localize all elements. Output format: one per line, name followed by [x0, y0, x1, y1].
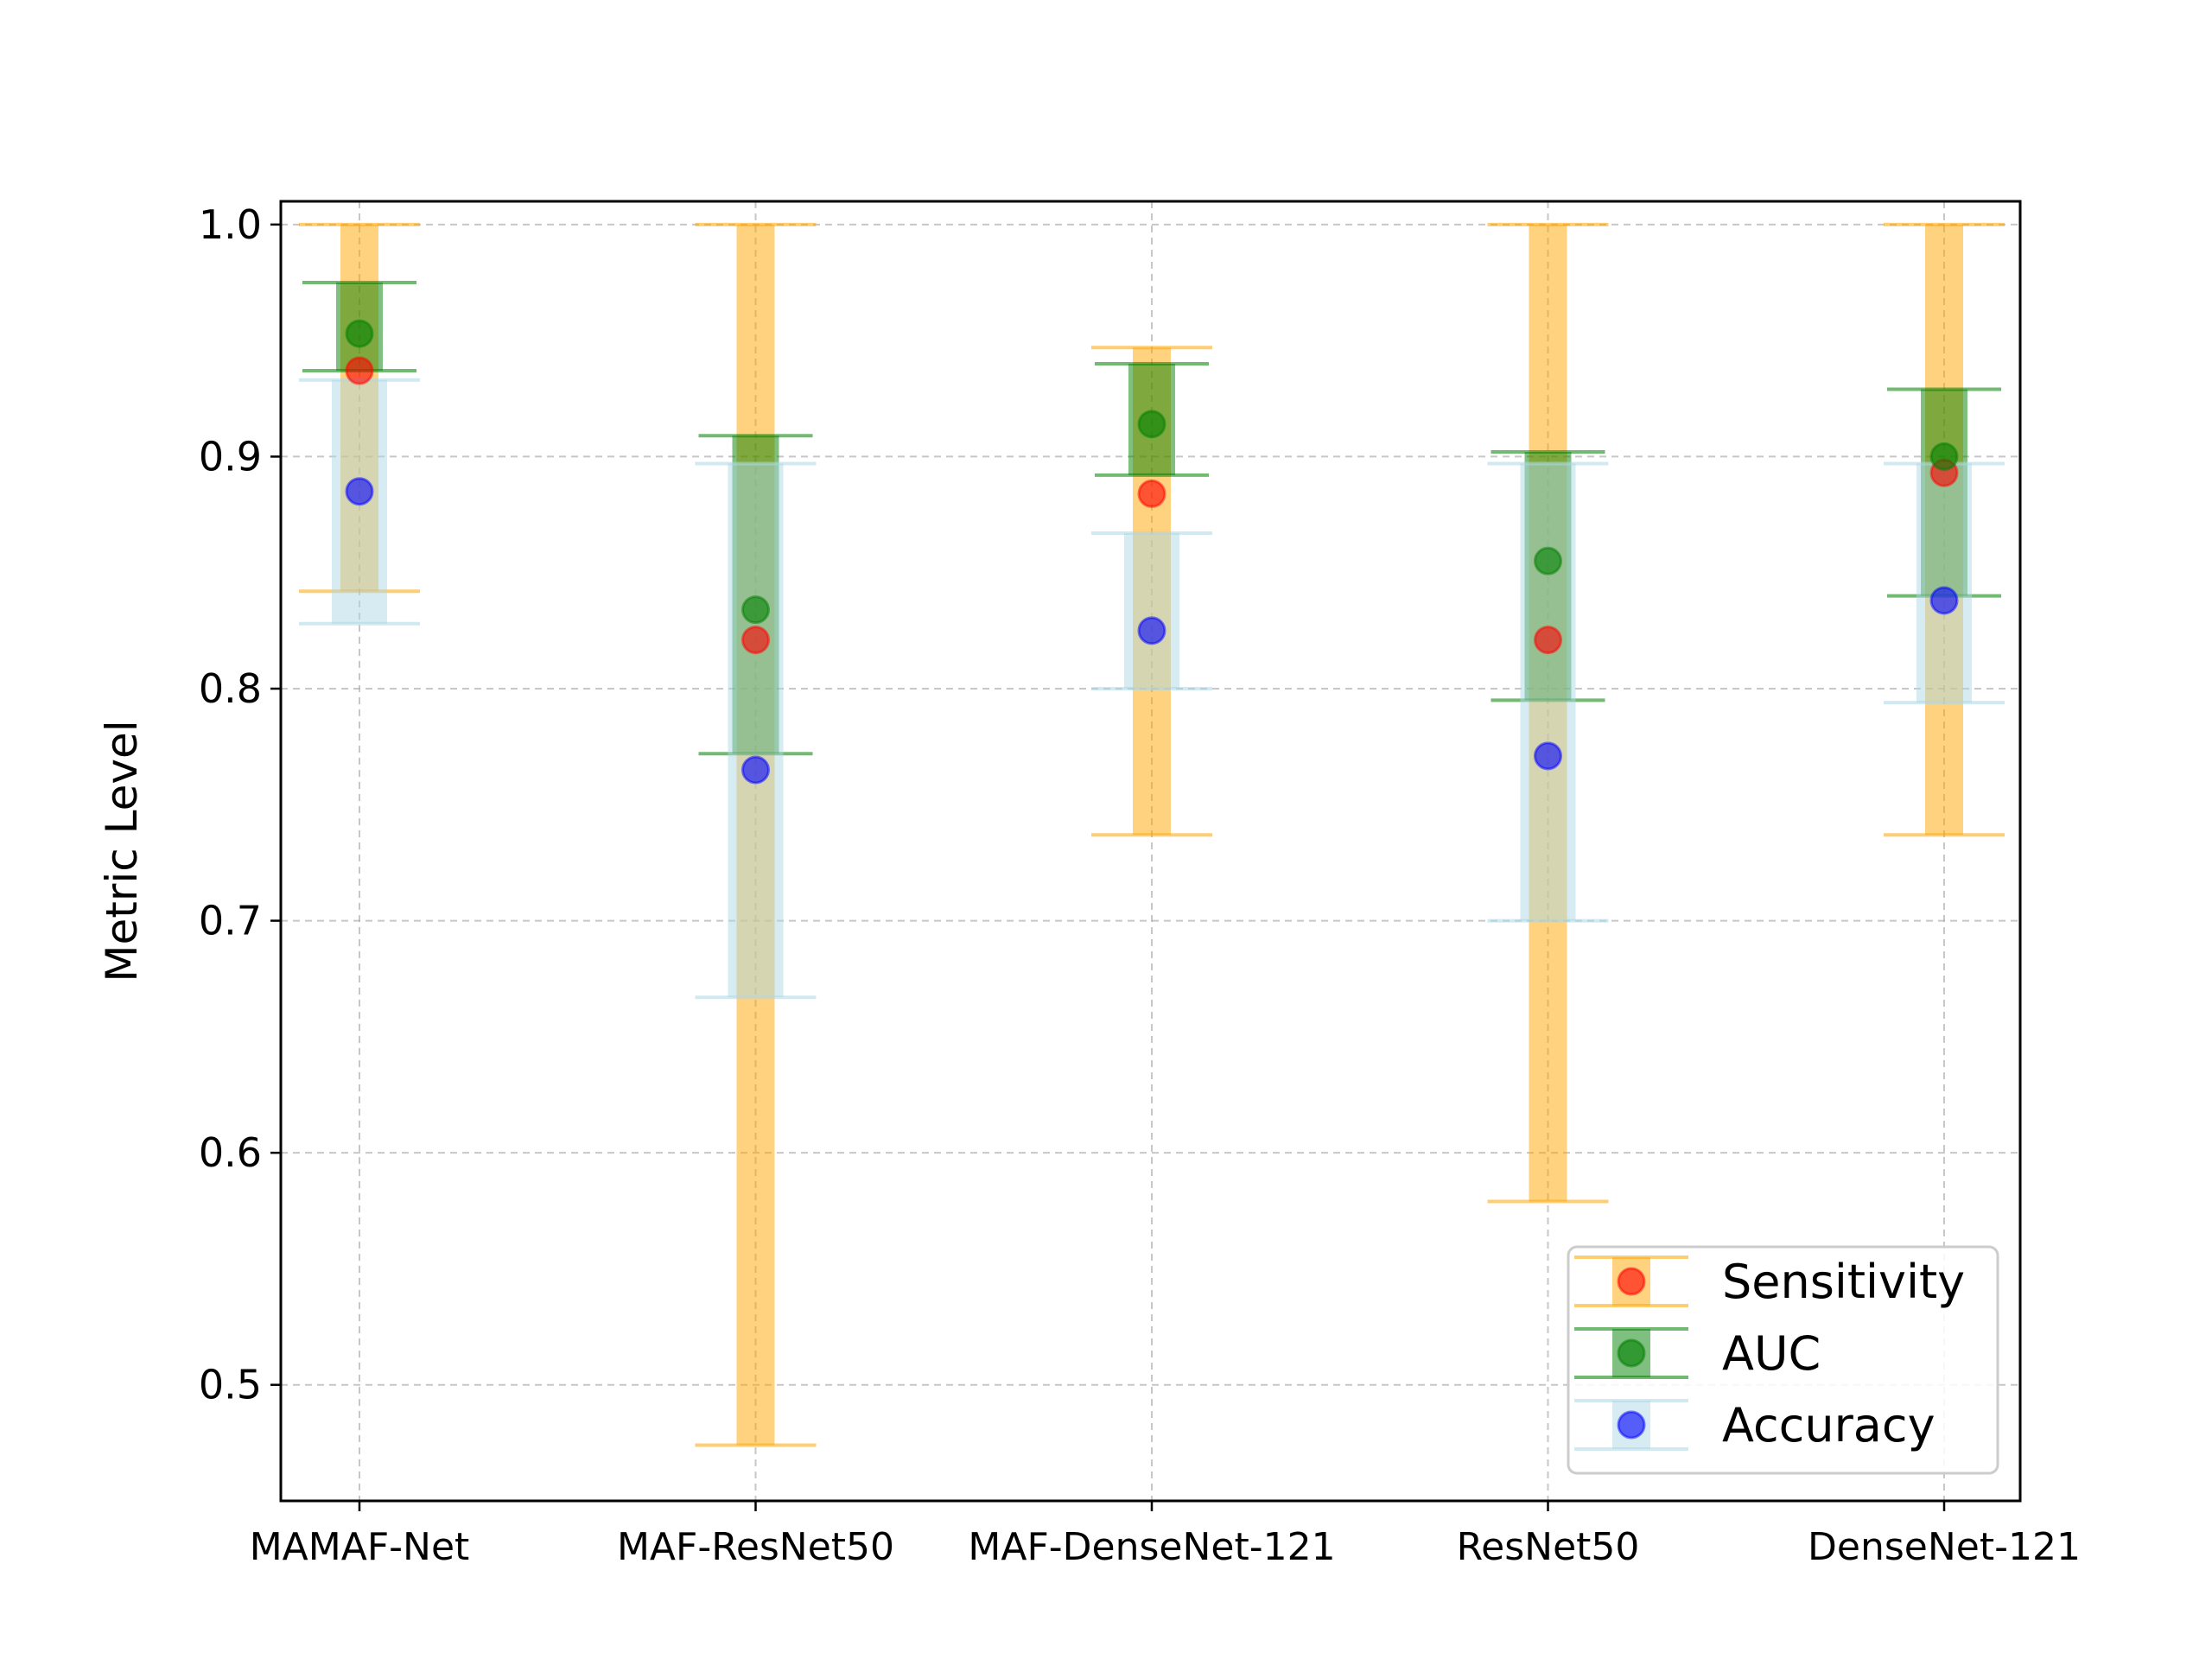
plot-area-frame — [279, 200, 2022, 1503]
auc-legend-marker — [1617, 1338, 1646, 1368]
auc-legend-label: AUC — [1722, 1326, 1821, 1381]
legend: Sensitivity AUC Accuracy — [1567, 1245, 1999, 1475]
auc-point — [1137, 410, 1166, 439]
y-tick-label: 1.0 — [199, 201, 262, 248]
sensitivity-point — [1137, 479, 1166, 508]
x-tick-label: MAF-ResNet50 — [617, 1525, 894, 1569]
accuracy-error-bar — [1916, 463, 1972, 703]
accuracy-point — [1929, 586, 1959, 615]
accuracy-legend-label: Accuracy — [1722, 1398, 1936, 1452]
y-axis: 0.5 0.6 0.7 0.8 0.9 1.0 — [199, 201, 281, 1408]
auc-point — [741, 595, 770, 625]
series-layer — [299, 222, 2005, 1447]
sensitivity-point — [345, 356, 374, 385]
y-tick-label: 0.6 — [199, 1129, 262, 1176]
y-tick-label: 0.5 — [199, 1362, 262, 1408]
accuracy-point — [741, 755, 770, 785]
sensitivity-point — [1534, 626, 1562, 655]
x-tick-label: ResNet50 — [1457, 1525, 1640, 1569]
accuracy-point — [345, 477, 374, 506]
y-tick-label: 0.9 — [199, 433, 262, 480]
auc-point — [1929, 442, 1959, 471]
sensitivity-legend-label: Sensitivity — [1722, 1255, 1965, 1309]
sensitivity-point — [741, 626, 770, 655]
accuracy-legend-marker — [1617, 1410, 1646, 1440]
x-tick-label: MAMAF-Net — [250, 1525, 470, 1569]
x-tick-label: DenseNet-121 — [1808, 1525, 2081, 1569]
accuracy-error-bar — [1520, 463, 1576, 921]
accuracy-error-bar — [1124, 533, 1179, 689]
legend-box — [1567, 1245, 1999, 1475]
accuracy-point — [1137, 616, 1166, 645]
auc-point — [1534, 546, 1562, 575]
y-tick-label: 0.7 — [199, 898, 262, 944]
y-axis-label: Metric Level — [97, 720, 147, 982]
y-tick-label: 0.8 — [199, 665, 262, 712]
x-axis: MAMAF-Net MAF-ResNet50 MAF-DenseNet-121 Res… — [250, 1501, 2081, 1569]
x-tick-label: MAF-DenseNet-121 — [968, 1525, 1335, 1569]
sensitivity-legend-marker — [1617, 1267, 1646, 1296]
accuracy-error-bar — [728, 463, 784, 998]
auc-point — [345, 319, 374, 348]
accuracy-point — [1534, 741, 1562, 771]
